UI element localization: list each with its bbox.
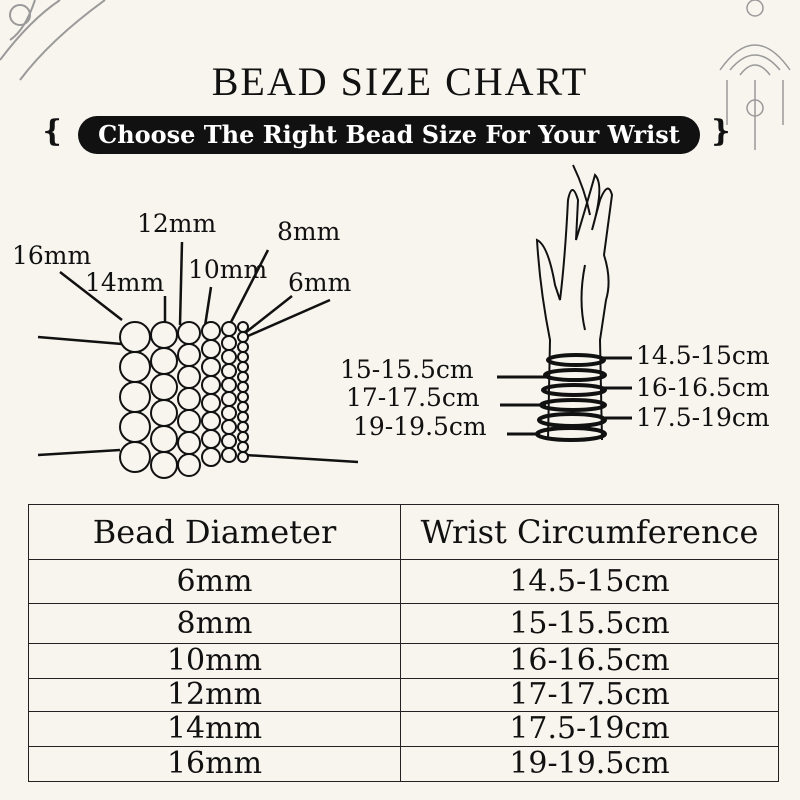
bead — [150, 451, 178, 479]
wrist-label-17.5-19: 17.5-19cm — [636, 403, 770, 432]
bead-cell: 10mm — [28, 643, 401, 679]
wrist-label-16-16.5: 16-16.5cm — [636, 373, 770, 402]
bead — [119, 381, 151, 413]
bead — [177, 343, 201, 367]
bead-stacks — [119, 321, 249, 479]
bead-cell: 14mm — [28, 711, 401, 747]
scroll-ornament-left-icon: ❴ — [40, 114, 66, 149]
bead — [150, 373, 178, 401]
bead — [237, 391, 249, 403]
header-bead-diameter: Bead Diameter — [28, 504, 401, 560]
bead — [119, 321, 151, 353]
header-wrist-circumference: Wrist Circumference — [400, 504, 779, 560]
wrist-cell: 14.5-15cm — [400, 559, 779, 604]
wrist-label-19-19.5: 19-19.5cm — [353, 412, 487, 441]
bead — [221, 391, 237, 407]
bead — [221, 349, 237, 365]
scroll-ornament-right-icon: ❵ — [708, 114, 734, 149]
bead — [201, 357, 221, 377]
bead — [201, 447, 221, 467]
wrist-label-15-15.5: 15-15.5cm — [340, 355, 474, 384]
bead — [237, 321, 249, 333]
wrist-cell: 19-19.5cm — [400, 746, 779, 782]
bead — [221, 405, 237, 421]
bead — [221, 419, 237, 435]
hand-illustration — [535, 164, 614, 441]
wrist-cell: 16-16.5cm — [400, 643, 779, 679]
bead — [150, 347, 178, 375]
bead — [221, 433, 237, 449]
bead — [221, 321, 237, 337]
bead — [237, 361, 249, 373]
table-row: 12mm 17-17.5cm — [28, 678, 779, 712]
bead — [237, 431, 249, 443]
bracelet-rings — [535, 353, 607, 442]
wrist-cell: 17-17.5cm — [400, 678, 779, 712]
bead — [237, 381, 249, 393]
table-row: 10mm 16-16.5cm — [28, 643, 779, 679]
bead — [201, 321, 221, 341]
bead-cell: 8mm — [28, 603, 401, 644]
bead — [119, 441, 151, 473]
bead — [177, 321, 201, 345]
bead — [237, 441, 249, 453]
bead — [221, 377, 237, 393]
bead-label-14mm: 14mm — [85, 268, 165, 297]
size-table: Bead Diameter Wrist Circumference 6mm 14.… — [28, 504, 779, 782]
wrist-cell: 15-15.5cm — [400, 603, 779, 644]
lotus-ornament-top-right — [719, 0, 791, 150]
table-row: 6mm 14.5-15cm — [28, 559, 779, 604]
bead-label-8mm: 8mm — [277, 217, 341, 246]
wrist-cell: 17.5-19cm — [400, 711, 779, 747]
table-row: 14mm 17.5-19cm — [28, 711, 779, 747]
bead — [177, 431, 201, 455]
bead — [119, 351, 151, 383]
bead — [177, 365, 201, 389]
bead — [177, 453, 201, 477]
bead — [150, 399, 178, 427]
bead — [237, 411, 249, 423]
bead — [177, 387, 201, 411]
bead — [237, 351, 249, 363]
bead — [119, 411, 151, 443]
wrist-label-14.5-15: 14.5-15cm — [636, 341, 770, 370]
bead-cell: 16mm — [28, 746, 401, 782]
bead — [150, 425, 178, 453]
bead — [237, 421, 249, 433]
table-row: 8mm 15-15.5cm — [28, 603, 779, 644]
bead — [237, 331, 249, 343]
wrist-label-17-17.5: 17-17.5cm — [346, 383, 480, 412]
wrist-leader-lines — [497, 356, 632, 436]
table-row: 16mm 19-19.5cm — [28, 746, 779, 782]
bead — [237, 371, 249, 383]
bead — [237, 401, 249, 413]
bead — [177, 409, 201, 433]
lotus-ornament-top-left — [0, 0, 106, 81]
bead — [201, 375, 221, 395]
bead — [221, 447, 237, 463]
bead-label-12mm: 12mm — [137, 209, 217, 238]
table-header-row: Bead Diameter Wrist Circumference — [28, 504, 779, 560]
bead-label-10mm: 10mm — [188, 255, 268, 284]
bead — [201, 411, 221, 431]
subtitle-banner: Choose The Right Bead Size For Your Wris… — [78, 116, 700, 154]
bead — [221, 335, 237, 351]
bead — [201, 429, 221, 449]
bead — [237, 451, 249, 463]
bead-cell: 6mm — [28, 559, 401, 604]
page-title: BEAD SIZE CHART — [211, 59, 589, 104]
bead-leader-lines — [37, 241, 359, 464]
bead-cell: 12mm — [28, 678, 401, 712]
bead — [150, 321, 178, 349]
bead — [237, 341, 249, 353]
bead — [221, 363, 237, 379]
bead — [201, 393, 221, 413]
bead — [201, 339, 221, 359]
bead-label-16mm: 16mm — [12, 241, 92, 270]
bead-label-6mm: 6mm — [288, 268, 352, 297]
